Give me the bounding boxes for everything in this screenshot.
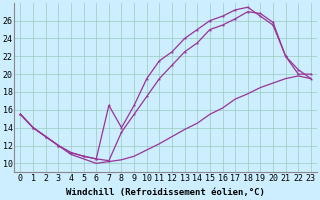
X-axis label: Windchill (Refroidissement éolien,°C): Windchill (Refroidissement éolien,°C) [66,188,265,197]
